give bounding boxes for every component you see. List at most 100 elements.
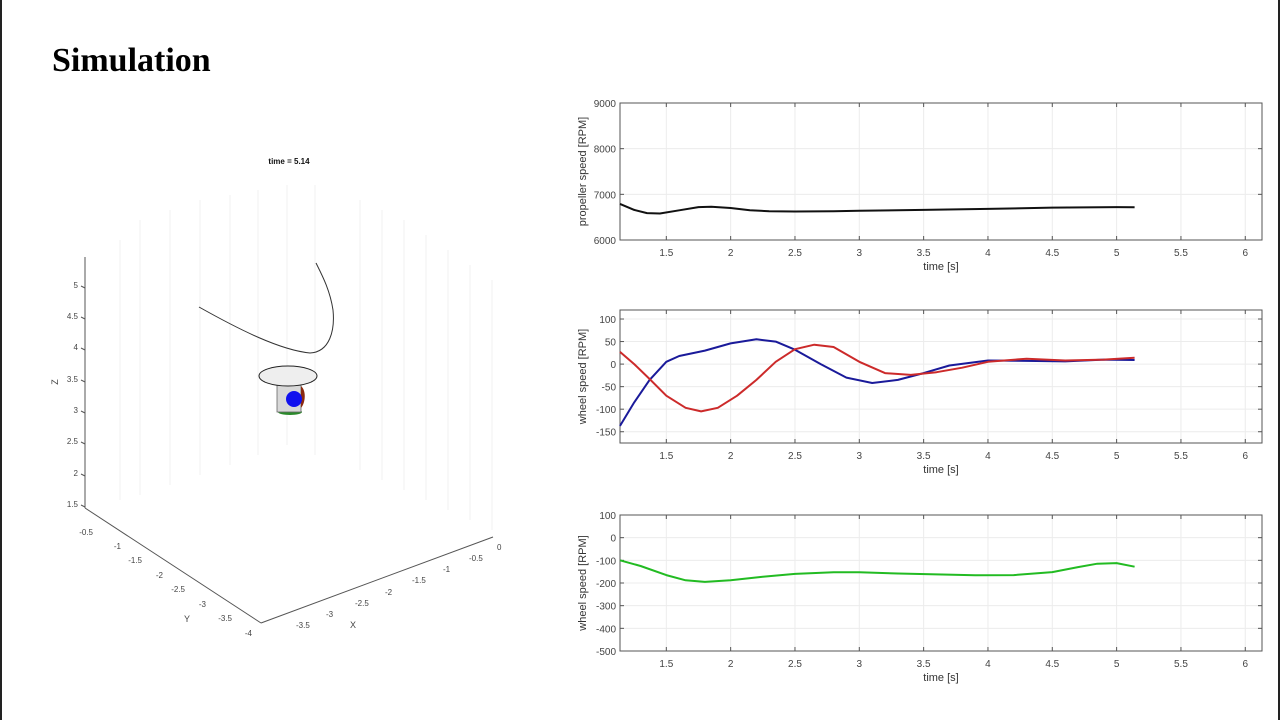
z-tick: 2.5: [67, 437, 79, 446]
z-tick: 3.5: [67, 375, 79, 384]
series-line: [619, 338, 1135, 427]
y-tick-label: -50: [602, 383, 617, 394]
sim-time-label: time = 5.14: [268, 157, 310, 166]
y-tick: -3: [199, 600, 207, 609]
y-tick-label: -100: [596, 405, 616, 416]
trajectory-curve: [198, 262, 334, 354]
y-tick-label: -500: [596, 647, 616, 658]
y-tick: -2: [156, 571, 164, 580]
x-tick-label: 3: [857, 451, 863, 462]
wheel-speed-plot-3: 1.5 2 2.5 3 3.5 4 4.5 5 5.5 6 100 0 -100 -200 -300 -400…: [577, 511, 1263, 684]
x-tick-label: 5: [1114, 659, 1120, 670]
x-tick-label: 3: [857, 248, 863, 259]
y-tick-label: -150: [596, 428, 616, 439]
y-tick: -4: [245, 629, 253, 638]
x-tick-label: 5.5: [1174, 659, 1188, 670]
x-axis-label: X: [350, 620, 356, 630]
y-tick-label: -300: [596, 602, 616, 613]
x-tick-label: 2: [728, 659, 734, 670]
z-tick: 1.5: [67, 500, 79, 509]
x-tick-label: 5: [1114, 248, 1120, 259]
y-tick-label: 50: [605, 338, 617, 349]
x-tick-label: 3: [857, 659, 863, 670]
faint-vertical-gridlines: [119, 185, 493, 530]
plot-area: 1.5 2 2.5 3 3.5 4 4.5 5 5.5 6 100 0 -100 -200 -300 -400…: [577, 511, 1263, 684]
z-axis: 5 4.5 4 3.5 3 2.5 2 1.5 Z: [50, 257, 86, 509]
y-tick-label: -100: [596, 556, 616, 567]
x-tick-label: 4: [985, 248, 991, 259]
y-tick-label: 0: [610, 360, 616, 371]
x-tick-label: 1.5: [659, 451, 673, 462]
simulation-3d-view: time = 5.14 5 4.5 4 3.5 3 2.5 2 1.5 Z: [50, 157, 502, 638]
series-line: [619, 343, 1135, 413]
x-tick: -3: [326, 610, 334, 619]
x-tick-label: 3.5: [917, 248, 931, 259]
y-tick: -0.5: [79, 528, 93, 537]
x-tick-label: 5.5: [1174, 451, 1188, 462]
y-tick-label: 0: [610, 534, 616, 545]
x-tick-label: 2: [728, 248, 734, 259]
x-tick-label: 3.5: [917, 451, 931, 462]
z-tick: 4.5: [67, 312, 79, 321]
x-tick-label: 4.5: [1045, 451, 1059, 462]
y-axis-label: Y: [184, 614, 190, 624]
plot-area: 1.5 2 2.5 3 3.5 4 4.5 5 5.5 6 100 50 0 -50 -100 -150 tim…: [577, 309, 1263, 476]
y-axis-label: propeller speed [RPM]: [577, 117, 589, 226]
y-axis: -0.5 -1 -1.5 -2 -2.5 -3 -3.5 -4 Y: [79, 507, 262, 638]
plot-area: 1.5 2 2.5 3 3.5 4 4.5 5 5.5 6 9000 8000 7000 6000 time…: [577, 99, 1263, 273]
y-tick: -1.5: [128, 556, 142, 565]
x-tick-label: 4: [985, 451, 991, 462]
x-tick-label: 1.5: [659, 248, 673, 259]
wheel-disk: [286, 391, 302, 407]
y-axis-label: wheel speed [RPM]: [577, 329, 589, 425]
x-tick: -2: [385, 588, 393, 597]
x-tick: -1: [443, 565, 451, 574]
x-tick-label: 5.5: [1174, 248, 1188, 259]
robot-side: [301, 386, 305, 408]
slide-right-border: [1278, 0, 1280, 720]
x-tick-label: 2.5: [788, 659, 802, 670]
x-tick-label: 4: [985, 659, 991, 670]
x-tick-label: 5: [1114, 451, 1120, 462]
x-tick-label: 6: [1242, 248, 1248, 259]
x-tick-label: 6: [1242, 659, 1248, 670]
axes-box: [619, 309, 1263, 444]
axes-box: [619, 102, 1263, 241]
series-line: [619, 559, 1135, 583]
y-tick-label: 100: [599, 511, 616, 522]
axes-box: [619, 514, 1263, 652]
y-tick: -2.5: [171, 585, 185, 594]
x-tick: 0: [497, 543, 502, 552]
z-tick: 2: [74, 469, 79, 478]
x-axis-label: time [s]: [923, 672, 958, 684]
wheel-speed-plot-12: 1.5 2 2.5 3 3.5 4 4.5 5 5.5 6 100 50 0 -50 -100 -150 tim…: [577, 309, 1263, 476]
y-axis-label: wheel speed [RPM]: [577, 535, 589, 631]
y-tick-label: 7000: [594, 190, 617, 201]
x-tick-label: 2.5: [788, 248, 802, 259]
y-tick-label: 9000: [594, 99, 617, 110]
x-tick-label: 2: [728, 451, 734, 462]
y-tick-label: 8000: [594, 145, 617, 156]
z-tick: 5: [74, 281, 79, 290]
x-tick: -0.5: [469, 554, 483, 563]
z-axis-label: Z: [50, 379, 60, 385]
x-axis-label: time [s]: [923, 261, 958, 273]
x-tick-label: 2.5: [788, 451, 802, 462]
x-tick: -2.5: [355, 599, 369, 608]
x-axis: 0 -0.5 -1 -1.5 -2 -2.5 -3 -3.5 X: [260, 536, 502, 630]
y-tick-label: -400: [596, 624, 616, 635]
y-tick: -1: [114, 542, 122, 551]
x-tick-label: 4.5: [1045, 659, 1059, 670]
slide-left-border: [0, 0, 2, 720]
z-tick: 3: [74, 406, 79, 415]
slide-title: Simulation: [52, 42, 211, 79]
propeller-speed-plot: 1.5 2 2.5 3 3.5 4 4.5 5 5.5 6 9000 8000 7000 6000 time…: [577, 99, 1263, 273]
y-tick-label: -200: [596, 579, 616, 590]
x-axis-label: time [s]: [923, 464, 958, 476]
robot-model: [258, 365, 318, 415]
y-tick: -3.5: [218, 614, 232, 623]
x-tick-label: 4.5: [1045, 248, 1059, 259]
x-tick: -1.5: [412, 576, 426, 585]
y-tick-label: 6000: [594, 236, 617, 247]
x-tick-label: 6: [1242, 451, 1248, 462]
